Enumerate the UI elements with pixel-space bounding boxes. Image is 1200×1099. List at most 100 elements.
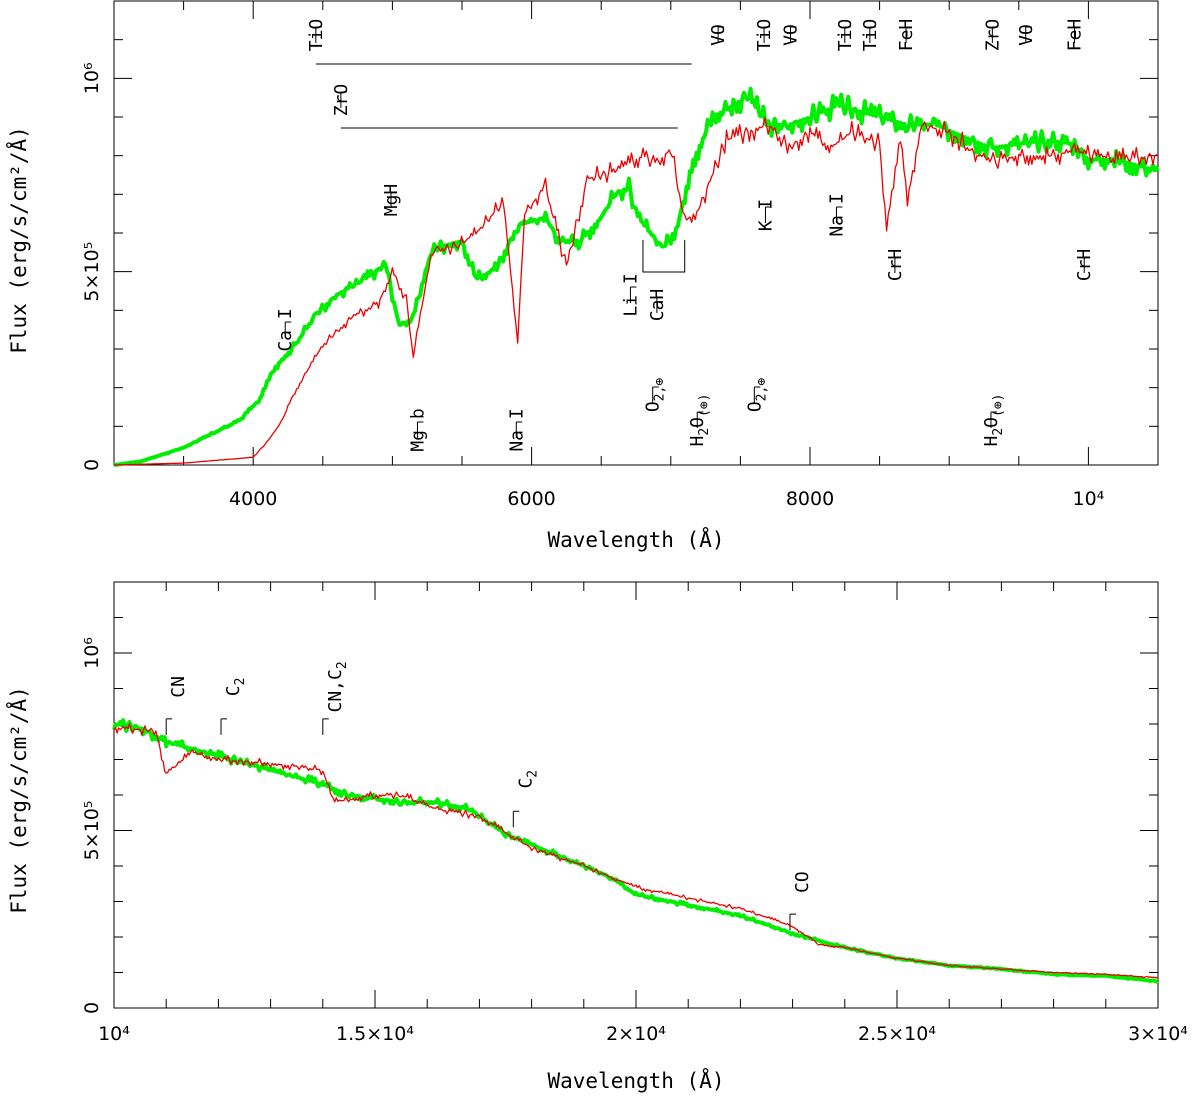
bot-annotation-marker [165, 718, 173, 735]
top-annotation-subscript: 2 [697, 428, 712, 436]
top-annotation-text: H [981, 436, 1002, 447]
bot-x-tick-label: 2.5×10⁴ [858, 1023, 936, 1045]
top-annotation-marker [835, 206, 843, 223]
top-annotation-text: H [687, 436, 708, 447]
bot-annotation-marker [512, 810, 520, 828]
top-annotation-text: VO [1016, 24, 1037, 46]
top-series [113, 86, 1160, 467]
top-annotation-marker [390, 191, 398, 208]
top-annotation-marker [1083, 256, 1091, 273]
top-y-tick-label: 10⁶ [81, 62, 103, 94]
top-annotation-label: Mg b [408, 408, 429, 451]
top-annotation-label: ZrO [982, 19, 1003, 52]
bottom-y-tick-labels: 0 5×10⁵ 10⁶ [81, 637, 103, 1014]
top-annotation-marker [763, 26, 771, 43]
bot-annotation-label: CN [168, 676, 189, 698]
top-series-red [114, 116, 1159, 466]
top-annotation-label: H2O(⊕) [687, 394, 712, 447]
top-x-tick-label: 8000 [786, 488, 834, 510]
top-x-tick-label: 10⁴ [1073, 488, 1105, 510]
bot-annotation-label: C2 [223, 678, 248, 697]
bot-series-red [113, 723, 1159, 979]
top-annotation-text: FeH [1065, 19, 1086, 52]
top-annotation-text: TiO [754, 19, 775, 52]
bottom-x-tick-labels: 10⁴ 1.5×10⁴ 2×10⁴ 2.5×10⁴ 3×10⁴ [98, 1023, 1188, 1045]
top-annotation-marker [717, 26, 725, 43]
top-annotation-label: O2,⊕ [643, 378, 668, 412]
top-y-tick-label: 5×10⁵ [81, 242, 103, 302]
top-annotation-text: K I [756, 199, 777, 232]
top-annotation-marker [790, 26, 797, 43]
top-x-axis-title: Wavelength (Å) [547, 526, 724, 552]
top-annotation-marker [753, 386, 761, 403]
top-annotation-subscript: 2 [991, 428, 1006, 436]
top-annotation-marker [515, 421, 523, 438]
top-annotation-marker [416, 421, 424, 438]
bot-x-tick-label: 10⁴ [98, 1023, 130, 1045]
top-annotation-text: ZrO [331, 84, 352, 117]
top-annotation-marker [869, 26, 876, 43]
top-annotation-subscript: (⊕) [697, 394, 712, 417]
bot-annotation-text: C [223, 685, 244, 696]
top-annotation-marker [656, 296, 663, 313]
bot-annotation-subscript: 2 [525, 770, 540, 778]
top-annotation-label: TiO [754, 19, 775, 52]
bot-annotation-label: CN,C2 [325, 661, 350, 712]
top-annotation-marker [894, 256, 901, 273]
top-annotation-marker [1073, 26, 1081, 43]
top-annotation-marker [284, 321, 292, 338]
top-annotation-marker [652, 386, 659, 403]
top-ticks [113, 0, 1159, 466]
top-annotation-label: K I [756, 199, 777, 232]
bot-x-tick-label: 1.5×10⁴ [336, 1023, 414, 1045]
bottom-plot-frame [113, 581, 1159, 1009]
top-annotation-subscript: 2,⊕ [653, 378, 668, 402]
bot-annotation-marker [322, 718, 329, 735]
top-annotation-text: O [981, 417, 1002, 428]
bot-x-tick-label: 2×10⁴ [606, 1023, 666, 1045]
bot-annotation-text: CO [792, 871, 813, 893]
top-annotation-label: FeH [1065, 19, 1086, 52]
top-annotation-label: CaH [647, 289, 668, 322]
bot-annotation-marker [220, 718, 228, 735]
top-annotation-text: Na I [506, 408, 527, 451]
top-annotation-marker [315, 26, 322, 43]
top-series-green [113, 86, 1160, 467]
bot-annotation-label: C2 [515, 770, 540, 789]
top-x-tick-label: 6000 [507, 488, 555, 510]
bot-annotation-subscript: 2 [335, 661, 350, 669]
top-annotation-text: TiO [860, 19, 881, 52]
top-annotation-subscript: 2,⊕ [754, 378, 769, 402]
bottom-y-axis-title: Flux (erg/s/cm²/Å) [5, 686, 31, 914]
top-annotation-label: ZrO [331, 84, 352, 117]
bot-annotation-subscript: 2 [233, 678, 248, 686]
top-annotation-text: Mg b [408, 408, 429, 451]
bottom-ticks [113, 581, 1159, 1009]
top-annotation-subscript: (⊕) [991, 394, 1006, 417]
top-annotation-marker [844, 26, 851, 43]
bot-annotation-marker [789, 913, 796, 931]
cah-band-bracket [642, 240, 686, 273]
bot-y-tick-label: 10⁶ [81, 637, 103, 669]
top-annotation-label: H2O(⊕) [981, 394, 1006, 447]
top-annotation-marker [340, 91, 347, 108]
bot-x-tick-label: 3×10⁴ [1128, 1023, 1188, 1045]
bot-annotation-text: CN,C [325, 669, 346, 712]
top-annotation-marker [764, 206, 772, 223]
top-annotation-marker [990, 411, 997, 428]
bot-annotation-text: CN [168, 676, 189, 698]
top-annotation-label: VO [1016, 24, 1037, 46]
bottom-series [112, 718, 1159, 984]
top-x-tick-labels: 4000 6000 8000 10⁴ [229, 488, 1105, 510]
top-annotation-marker [696, 411, 704, 428]
top-y-axis-title: Flux (erg/s/cm²/Å) [5, 126, 31, 354]
bot-annotation-text: C [515, 778, 536, 789]
top-annotation-label: TiO [860, 19, 881, 52]
top-x-tick-label: 4000 [229, 488, 277, 510]
top-annotation-label: O2,⊕ [744, 378, 769, 412]
